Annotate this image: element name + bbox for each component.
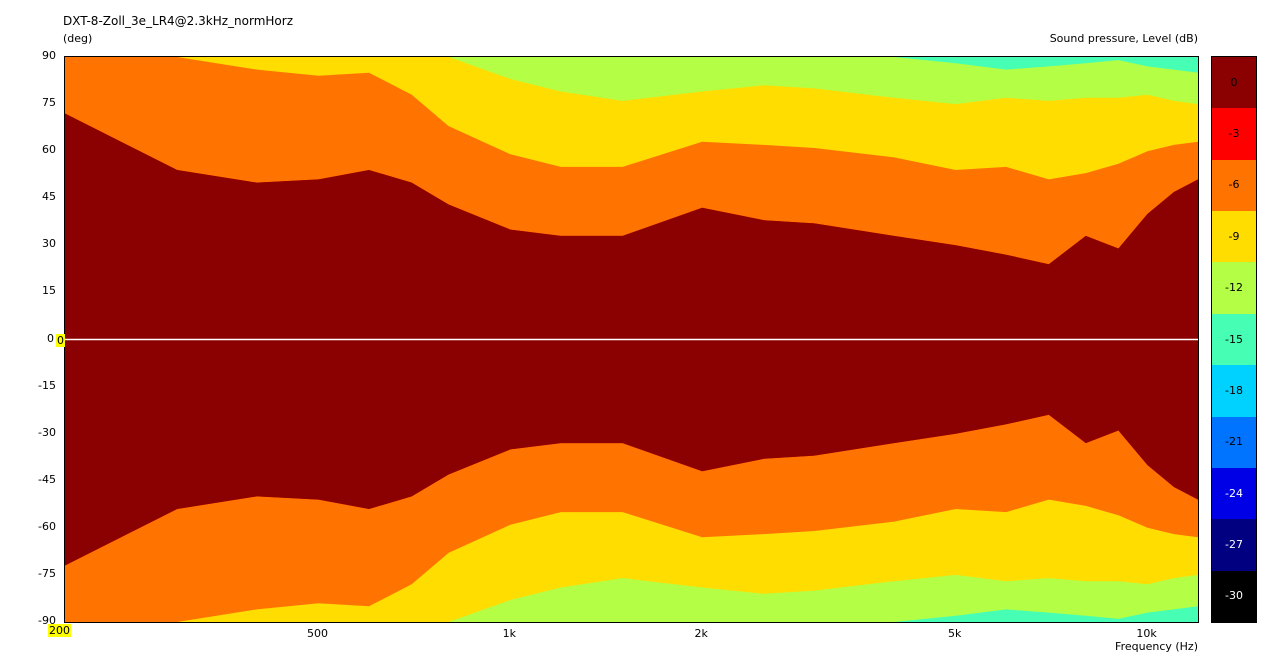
scale-label: -3 <box>1228 127 1240 141</box>
scale-label: -15 <box>1225 332 1243 346</box>
chart-title: DXT-8-Zoll_3e_LR4@2.3kHz_normHorz <box>63 14 293 28</box>
scale-label: -30 <box>1225 589 1243 603</box>
y-tick-label: 45 <box>42 190 56 204</box>
scale-band <box>1212 57 1256 109</box>
y-tick-label: 15 <box>42 284 56 298</box>
x-tick-label: 2k <box>694 627 708 640</box>
scale-band <box>1212 159 1256 212</box>
x-tick-label: 10k <box>1136 627 1157 640</box>
y-tick-label: -30 <box>38 425 56 439</box>
y-tick-label: -15 <box>38 378 56 392</box>
x-tick-label: 500 <box>307 627 329 640</box>
x-axis-title: Frequency (Hz) <box>1115 640 1198 653</box>
directivity-map <box>65 57 1198 622</box>
scale-label: -24 <box>1225 486 1243 500</box>
y-tick-label: -75 <box>38 566 56 580</box>
scale-band <box>1212 365 1256 418</box>
scale-band <box>1212 313 1256 366</box>
y-axis-unit: (deg) <box>63 32 93 45</box>
scale-band <box>1212 467 1256 520</box>
y-tick-label: 75 <box>42 96 56 110</box>
scale-band <box>1212 211 1256 263</box>
y-tick-label: 30 <box>42 237 56 251</box>
plot-area <box>64 56 1199 623</box>
scale-band <box>1212 262 1256 315</box>
scale-band <box>1212 108 1256 161</box>
scale-label: 0 <box>1230 75 1238 89</box>
origin-y-marker: 0 <box>56 334 65 347</box>
scale-label: -18 <box>1225 383 1243 397</box>
scale-band <box>1212 570 1256 623</box>
x-tick-label: 5k <box>948 627 962 640</box>
scale-label: -12 <box>1225 281 1243 295</box>
scale-label: -9 <box>1228 229 1240 243</box>
y-tick-label: 0 <box>47 331 54 345</box>
scale-band <box>1212 519 1256 572</box>
origin-x-marker: 200 <box>48 624 71 637</box>
x-tick-label: 1k <box>502 627 517 640</box>
scale-label: -21 <box>1225 435 1243 449</box>
y-tick-label: -60 <box>38 519 56 533</box>
colorbar-title: Sound pressure, Level (dB) <box>1049 32 1198 45</box>
scale-label: -6 <box>1228 178 1240 192</box>
scale-label: -27 <box>1225 537 1243 551</box>
y-tick-label: -90 <box>38 614 56 627</box>
scale-band <box>1212 416 1256 469</box>
y-tick-label: -45 <box>38 472 56 486</box>
color-scale: 0 -3 -6 -9 -12 -15 -18 -21 -24 -27 -30 <box>1211 56 1257 623</box>
y-tick-label: 90 <box>42 49 56 62</box>
y-tick-label: 60 <box>42 143 56 157</box>
